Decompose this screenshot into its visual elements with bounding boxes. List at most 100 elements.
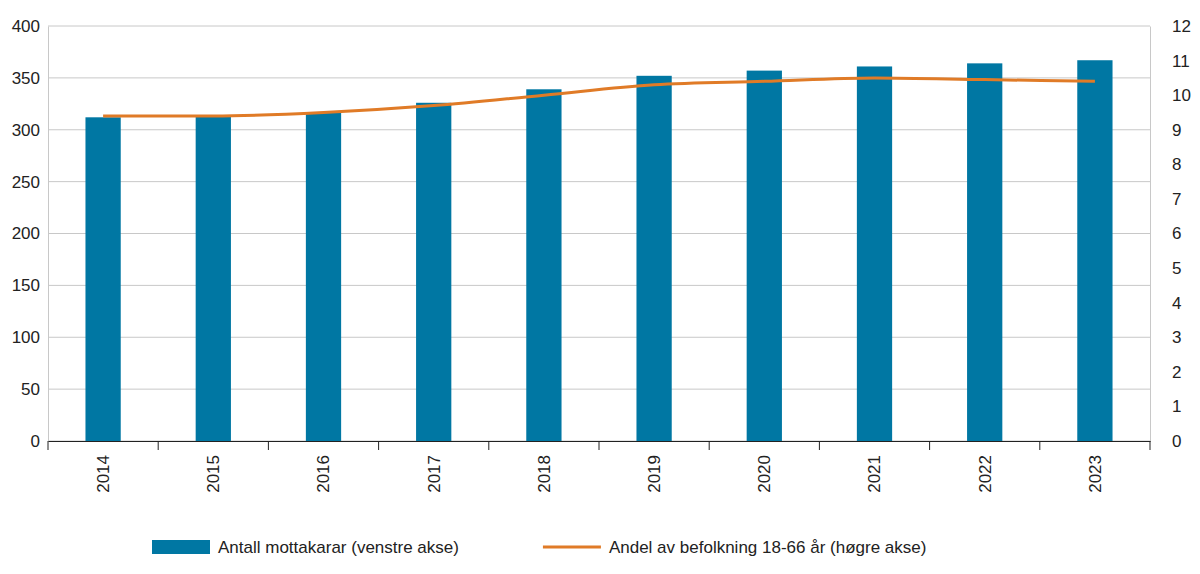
tick: 400 [12,17,48,36]
tick: 3 [1150,328,1181,347]
tick-label: 50 [21,380,40,399]
tick-label: 2021 [865,455,884,493]
legend-label: Andel av befolkning 18-66 år (høgre akse… [609,538,927,557]
tick-label: 10 [1172,86,1191,105]
tick: 300 [12,121,48,140]
tick-label: 2022 [976,455,995,493]
tick: 250 [12,173,48,192]
tick: 2021 [865,441,884,493]
grid [48,26,1150,441]
tick-label: 2018 [535,455,554,493]
category-separator [158,441,159,450]
tick-label: 2 [1172,363,1181,382]
category-separator [599,441,600,450]
tick-label: 2020 [755,455,774,493]
tick: 7 [1150,190,1181,209]
tick: 2014 [94,441,113,493]
bar [416,103,451,441]
bar [85,117,120,441]
tick-label: 2017 [425,455,444,493]
tick-label: 8 [1172,155,1181,174]
tick: 2017 [425,441,444,493]
bar [196,116,231,441]
bar [306,112,341,441]
tick-label: 150 [12,276,40,295]
tick: 8 [1150,155,1181,174]
category-separator [268,441,269,450]
tick-label: 5 [1172,259,1181,278]
tick-label: 3 [1172,328,1181,347]
tick: 5 [1150,259,1181,278]
tick: 150 [12,276,48,295]
tick: 2019 [645,441,664,493]
category-separator [929,441,930,450]
tick-label: 2014 [94,455,113,493]
tick: 9 [1150,121,1181,140]
tick-label: 11 [1172,52,1190,71]
legend-label: Antall mottakarar (venstre akse) [218,538,459,557]
tick-label: 300 [12,121,40,140]
tick-label: 250 [12,173,40,192]
axis-line [1150,27,1151,442]
category-separator [48,441,49,450]
category-separator [488,441,489,450]
legend-swatch [543,546,601,549]
tick-label: 7 [1172,190,1181,209]
bar [967,63,1002,441]
tick-label: 0 [1172,432,1181,451]
tick-label: 6 [1172,224,1181,243]
bar [526,89,561,441]
legend-item: Antall mottakarar (venstre akse) [152,538,459,557]
tick-label: 2015 [204,455,223,493]
axis-line [48,27,49,442]
tick-label: 100 [12,328,40,347]
tick-label: 1 [1172,397,1181,416]
tick-label: 12 [1172,17,1191,36]
legend-swatch [152,540,210,554]
tick: 2015 [204,441,223,493]
bar [857,66,892,441]
tick-label: 2016 [314,455,333,493]
category-separator [1150,441,1151,450]
category-separator [378,441,379,450]
tick-label: 0 [31,432,40,451]
tick: 6 [1150,224,1181,243]
line [103,78,1095,116]
marks [85,60,1112,441]
tick: 350 [12,69,48,88]
bar [636,76,671,441]
chart: 0501001502002503003504000123456789101112… [0,0,1200,574]
tick: 2018 [535,441,554,493]
tick: 1 [1150,397,1181,416]
tick-label: 350 [12,69,40,88]
tick-label: 2019 [645,455,664,493]
y-axis: 0 50 100 150 200 250 300 350 400 [12,17,49,451]
tick: 12 [1150,17,1191,36]
tick-label: 400 [12,17,40,36]
tick: 4 [1150,294,1181,313]
tick: 0 [1150,432,1181,451]
tick-label: 4 [1172,294,1181,313]
tick: 50 [21,380,48,399]
tick: 2023 [1086,441,1105,493]
tick: 100 [12,328,48,347]
tick: 2022 [976,441,995,493]
legend: Antall mottakarar (venstre akse) Andel av… [152,538,926,557]
tick: 0 [31,432,48,451]
category-separator [819,441,820,450]
tick-label: 200 [12,224,40,243]
plot-area: 0501001502002503003504000123456789101112… [12,17,1191,493]
bar [747,71,782,441]
bar [1077,60,1112,441]
grid-line [48,26,1150,27]
tick: 2020 [755,441,774,493]
tick-label: 2023 [1086,455,1105,493]
x-axis: 2014 2015 2016 2017 2018 2019 2020 2021 2022 2023 [48,441,1151,493]
tick: 200 [12,224,48,243]
tick: 2016 [314,441,333,493]
category-separator [1039,441,1040,450]
category-separator [709,441,710,450]
tick: 10 [1150,86,1191,105]
y2-axis: 0123456789101112 [1150,17,1191,451]
tick: 2 [1150,363,1181,382]
